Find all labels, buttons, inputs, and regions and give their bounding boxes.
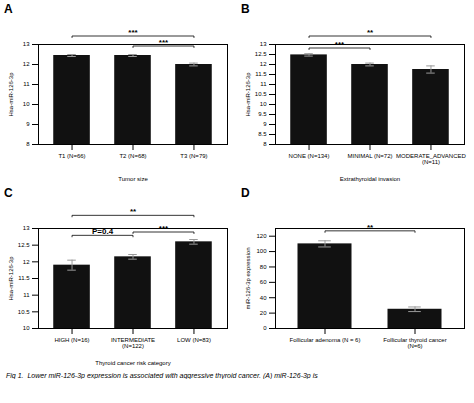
svg-text:LOW (N=83): LOW (N=83) bbox=[177, 337, 211, 343]
svg-text:120: 120 bbox=[256, 233, 267, 239]
svg-text:HIGH (N=16): HIGH (N=16) bbox=[54, 337, 89, 343]
svg-text:0: 0 bbox=[263, 325, 267, 331]
svg-text:100: 100 bbox=[256, 248, 267, 254]
svg-text:12: 12 bbox=[23, 61, 30, 67]
svg-text:60: 60 bbox=[260, 279, 267, 285]
svg-text:11.5: 11.5 bbox=[255, 71, 267, 77]
svg-text:11: 11 bbox=[23, 292, 30, 298]
svg-text:10: 10 bbox=[23, 101, 30, 107]
svg-text:20: 20 bbox=[260, 310, 267, 316]
svg-text:9: 9 bbox=[263, 121, 267, 127]
svg-text:MINIMAL (N=72): MINIMAL (N=72) bbox=[348, 153, 393, 159]
svg-text:T2 (N=68): T2 (N=68) bbox=[119, 153, 146, 159]
html-text:Fig 1. Lower miR-126-3p expres: Fig 1. Lower miR-126-3p expression is as… bbox=[6, 372, 318, 379]
svg-text:Hsa-miR-126-3p: Hsa-miR-126-3p bbox=[8, 72, 14, 117]
svg-text:11.5: 11.5 bbox=[18, 275, 30, 281]
svg-text:MODERATE_ADVANCED(N=11): MODERATE_ADVANCED(N=11) bbox=[396, 153, 466, 165]
svg-text:11: 11 bbox=[260, 81, 267, 87]
svg-text:8: 8 bbox=[26, 141, 30, 147]
svg-text:40: 40 bbox=[260, 295, 267, 301]
svg-text:**: ** bbox=[130, 207, 137, 216]
html-text:D: D bbox=[241, 186, 250, 200]
svg-text:10: 10 bbox=[260, 101, 267, 107]
svg-text:10.5: 10.5 bbox=[18, 309, 30, 315]
svg-text:Hsa-miR-126-3p: Hsa-miR-126-3p bbox=[245, 72, 251, 117]
svg-text:11: 11 bbox=[23, 81, 30, 87]
svg-text:**: ** bbox=[367, 28, 374, 37]
svg-text:12: 12 bbox=[23, 259, 30, 265]
svg-text:INTERMEDIATE(N=122): INTERMEDIATE(N=122) bbox=[111, 337, 155, 349]
svg-text:80: 80 bbox=[260, 264, 267, 270]
svg-text:13: 13 bbox=[23, 41, 30, 47]
svg-text:8.5: 8.5 bbox=[258, 131, 267, 137]
svg-text:miR-126-3p expression: miR-126-3p expression bbox=[245, 247, 251, 309]
svg-text:Follicular thyroid cancer(N=6): Follicular thyroid cancer(N=6) bbox=[383, 337, 446, 349]
svg-text:***: *** bbox=[159, 38, 169, 47]
svg-text:**: ** bbox=[367, 223, 374, 232]
svg-text:Tumor size: Tumor size bbox=[118, 176, 148, 182]
svg-text:Hsa-miR-126-3p: Hsa-miR-126-3p bbox=[8, 256, 14, 301]
html-text:C: C bbox=[4, 186, 13, 200]
html-text:B: B bbox=[241, 2, 250, 16]
svg-text:10: 10 bbox=[23, 325, 30, 331]
svg-text:Thyroid cancer risk category: Thyroid cancer risk category bbox=[95, 360, 170, 366]
svg-text:12.5: 12.5 bbox=[18, 242, 30, 248]
html-text:A: A bbox=[4, 2, 13, 16]
svg-text:10.5: 10.5 bbox=[255, 91, 267, 97]
svg-text:13: 13 bbox=[23, 225, 30, 231]
svg-text:13: 13 bbox=[260, 41, 267, 47]
svg-text:P=0.4: P=0.4 bbox=[91, 227, 114, 237]
svg-text:Extrathyroidal invasion: Extrathyroidal invasion bbox=[340, 176, 400, 182]
svg-text:T3 (N=79): T3 (N=79) bbox=[180, 153, 207, 159]
svg-text:***: *** bbox=[128, 28, 138, 37]
svg-text:9: 9 bbox=[26, 121, 30, 127]
svg-text:8: 8 bbox=[263, 141, 267, 147]
svg-text:12: 12 bbox=[260, 61, 267, 67]
svg-text:9.5: 9.5 bbox=[258, 111, 267, 117]
svg-text:12.5: 12.5 bbox=[255, 51, 267, 57]
svg-text:Follicular adenoma (N = 6): Follicular adenoma (N = 6) bbox=[290, 337, 361, 343]
svg-text:T1 (N=66): T1 (N=66) bbox=[58, 153, 85, 159]
svg-text:NONE (N=134): NONE (N=134) bbox=[289, 153, 330, 159]
